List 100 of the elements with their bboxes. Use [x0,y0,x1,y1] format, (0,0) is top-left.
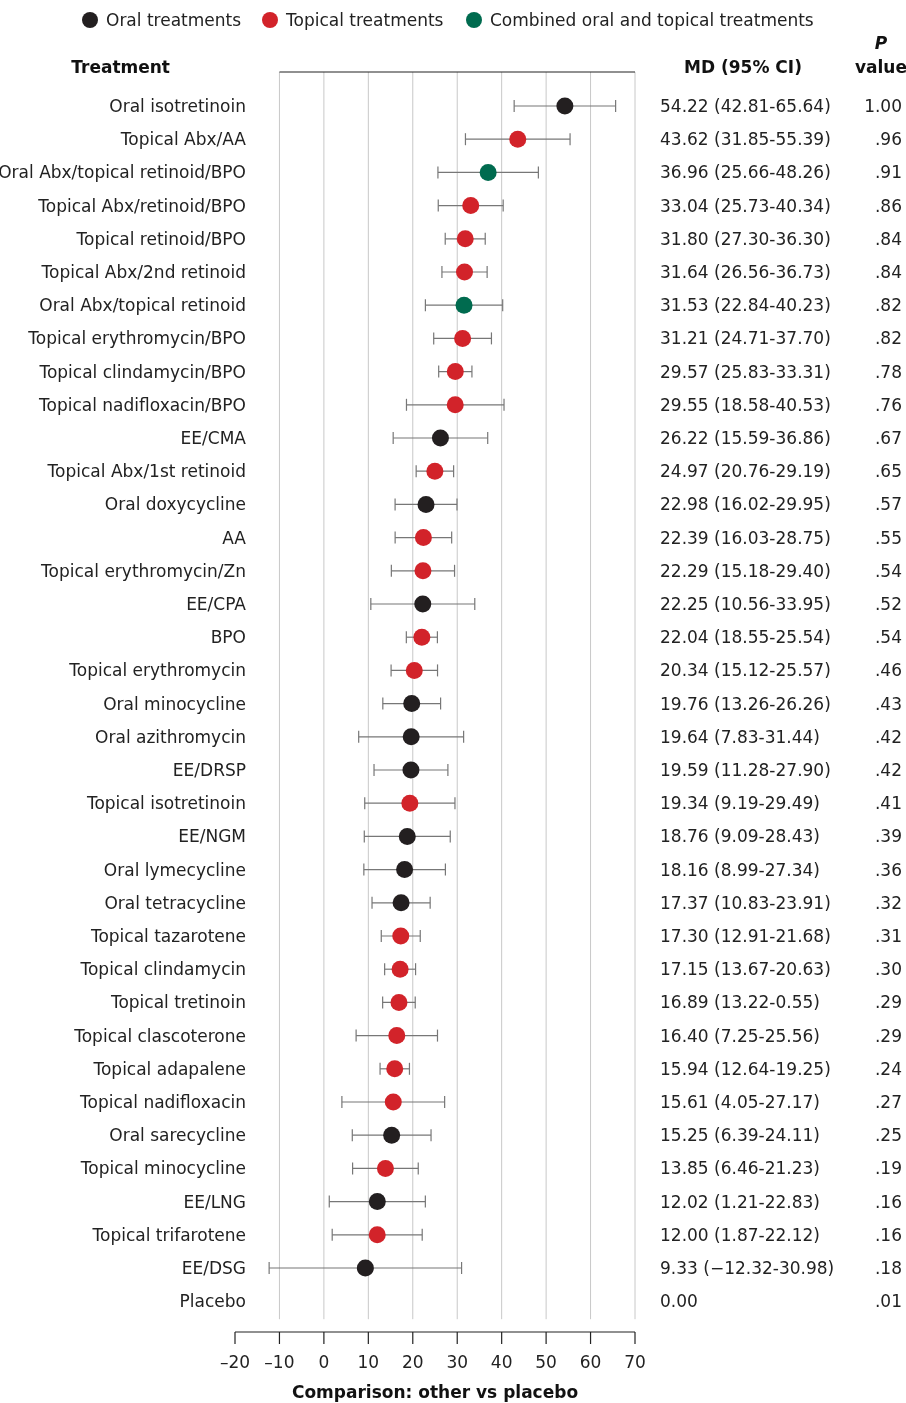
text: .16 [874,1191,902,1212]
point [413,628,431,646]
text: 22.29 (15.18-29.40) [660,560,831,581]
text: 24.97 (20.76-29.19) [660,461,831,482]
text: 13.85 (6.46-21.23) [660,1158,820,1179]
point [392,894,410,912]
point [402,728,420,746]
text: .32 [874,892,902,913]
y-tick-label: Oral doxycycline [104,494,246,515]
y-tick-label: EE/CPA [186,594,247,614]
text: .39 [874,826,902,847]
point [509,130,527,148]
point [384,1093,402,1111]
text: 22.25 (10.56-33.95) [660,594,831,614]
text: 33.04 (25.73-40.34) [660,195,831,216]
y-tick-label: Oral minocycline [103,693,246,714]
y-tick-label: Oral isotretinoin [109,96,246,116]
text: .24 [874,1058,902,1079]
text: .52 [874,594,902,614]
point [446,396,464,414]
text: .43 [874,693,902,714]
point [398,827,416,845]
y-tick-label: EE/LNG [183,1191,246,1212]
text: 31.80 (27.30-36.30) [660,228,831,249]
text: .25 [874,1125,902,1146]
point [405,661,423,679]
y-tick-label: BPO [210,627,246,648]
point [414,562,432,580]
point [396,861,414,879]
x-tick-label: 70 [624,1352,646,1372]
y-tick-label: Oral azithromycin [95,726,246,747]
text: .55 [874,527,902,548]
point [479,163,497,181]
y-tick-label: Oral Abx/topical retinoid [39,295,246,316]
point [462,197,480,215]
y-tick-label: Topical tretinoin [109,992,246,1013]
text: 29.57 (25.83-33.31) [660,361,831,382]
text: .76 [874,394,902,415]
text: 18.76 (9.09-28.43) [660,826,820,847]
text: 54.22 (42.81-65.64) [660,96,831,116]
text: 0.00 [660,1291,698,1312]
text: 16.40 (7.25-25.56) [660,1025,820,1046]
point [368,1193,386,1211]
y-tick-label: Topical Abx/AA [119,129,247,150]
text: 15.25 (6.39-24.11) [660,1125,820,1146]
text: 22.98 (16.02-29.95) [660,494,831,515]
point [417,495,435,513]
text: .19 [874,1158,902,1179]
x-tick-label: 60 [579,1352,602,1372]
y-tick-label: Topical retinoid/BPO [75,228,246,249]
text: .78 [874,361,902,382]
text: 19.34 (9.19-29.49) [660,793,820,814]
text: 20.34 (15.12-25.57) [660,660,831,681]
text: .96 [874,129,902,150]
text: .82 [874,328,902,349]
text: 9.33 (−12.32-30.98) [660,1258,835,1278]
text: 17.37 (10.83-23.91) [660,892,831,913]
text: .30 [874,959,902,980]
x-tick-label: 30 [446,1352,469,1372]
text: .84 [874,228,902,249]
y-tick-label: Topical erythromycin/BPO [27,328,246,349]
legend-label: Topical treatments [285,10,444,30]
point [556,97,574,115]
point [356,1259,374,1277]
text: .67 [874,428,902,448]
text: 31.64 (26.56-36.73) [660,262,831,282]
text: .42 [874,726,902,747]
text: 43.62 (31.85-55.39) [660,129,831,150]
x-tick-label: –20 [219,1352,251,1372]
legend-label: Combined oral and topical treatments [490,10,814,30]
y-tick-label: EE/DRSP [172,760,246,780]
y-tick-label: Topical Abx/1st retinoid [46,461,246,482]
y-tick-label: Topical erythromycin/Zn [40,560,246,581]
text: 17.30 (12.91-21.68) [660,926,831,946]
text: 15.94 (12.64-19.25) [660,1058,831,1079]
text: 31.53 (22.84-40.23) [660,295,831,316]
x-tick-label: –10 [264,1352,295,1372]
point [426,462,444,480]
text: 17.15 (13.67-20.63) [660,959,831,980]
point [368,1226,386,1244]
text: .27 [874,1092,902,1112]
text: 18.16 (8.99-27.34) [660,859,820,880]
y-tick-label: EE/DSG [181,1258,246,1278]
point [454,329,472,347]
text: .18 [874,1258,902,1278]
y-tick-label: Topical nadifloxacin/BPO [38,394,246,415]
text: .82 [874,295,902,316]
point [414,595,432,613]
point [383,1126,401,1144]
y-tick-label: Oral Abx/topical retinoid/BPO [0,162,246,183]
x-tick-label: 10 [357,1352,380,1372]
x-tick-label: 50 [535,1352,557,1372]
y-tick-label: Topical erythromycin [68,660,246,681]
y-tick-label: Placebo [179,1291,246,1312]
point [455,296,473,314]
point [376,1159,394,1177]
text: 26.22 (15.59-36.86) [660,428,831,448]
text: .46 [874,660,902,681]
point [403,695,421,713]
text: .29 [874,992,902,1013]
